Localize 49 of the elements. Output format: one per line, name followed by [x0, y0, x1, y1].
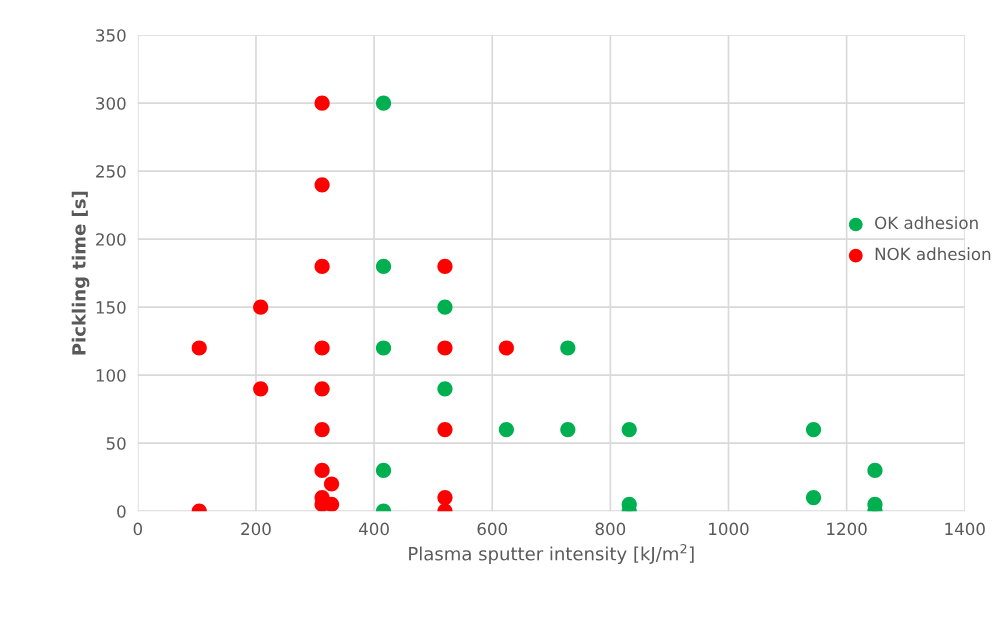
point: [375, 340, 392, 356]
point: [191, 340, 207, 356]
legend-label: NOK adhesion: [875, 247, 991, 261]
point: [805, 421, 822, 438]
point: [560, 421, 576, 438]
point: [314, 177, 330, 193]
point: [314, 258, 330, 274]
point: [314, 95, 330, 111]
point: [437, 421, 453, 438]
point: [253, 299, 269, 315]
legend-label: OK adhesion: [875, 216, 978, 230]
point: [314, 462, 330, 478]
point: [253, 381, 269, 397]
point: [375, 95, 392, 111]
point: [375, 462, 392, 478]
x-tick-label: 0: [133, 522, 143, 536]
y-tick-label: 100: [96, 369, 126, 382]
y-tick-label: 300: [96, 97, 126, 110]
point: [498, 340, 514, 356]
x-tick-label: 600: [477, 522, 508, 536]
point: [560, 340, 576, 356]
point: [314, 421, 330, 438]
point: [323, 476, 340, 492]
x-tick-label: 1400: [945, 522, 985, 536]
y-tick-label: 150: [96, 301, 126, 314]
x-tick-label: 400: [359, 522, 389, 536]
point: [375, 258, 392, 274]
x-tick-label: 1200: [827, 522, 867, 536]
point: [805, 489, 822, 506]
point: [314, 381, 330, 397]
x-tick-label: 200: [241, 522, 271, 536]
y-tick-label: 250: [96, 165, 126, 178]
x-axis-title: Plasma sputter intensity [kJ/m$^{2}$]: [409, 543, 694, 565]
x-tick-label: 1000: [709, 522, 749, 536]
point: [498, 421, 514, 438]
y-tick-label: 0: [117, 505, 126, 518]
point: [437, 258, 453, 274]
point: [437, 489, 453, 506]
y-tick-label: 200: [96, 233, 126, 246]
point: [437, 340, 453, 356]
x-tick-label: 800: [595, 522, 626, 536]
point: [867, 462, 883, 478]
point: [437, 299, 453, 315]
point: [314, 340, 330, 356]
y-axis-title: Pickling time [s]: [71, 191, 90, 355]
point: [621, 421, 637, 438]
y-tick-label: 350: [96, 29, 126, 42]
y-tick-label: 50: [106, 437, 126, 450]
point: [437, 381, 453, 397]
